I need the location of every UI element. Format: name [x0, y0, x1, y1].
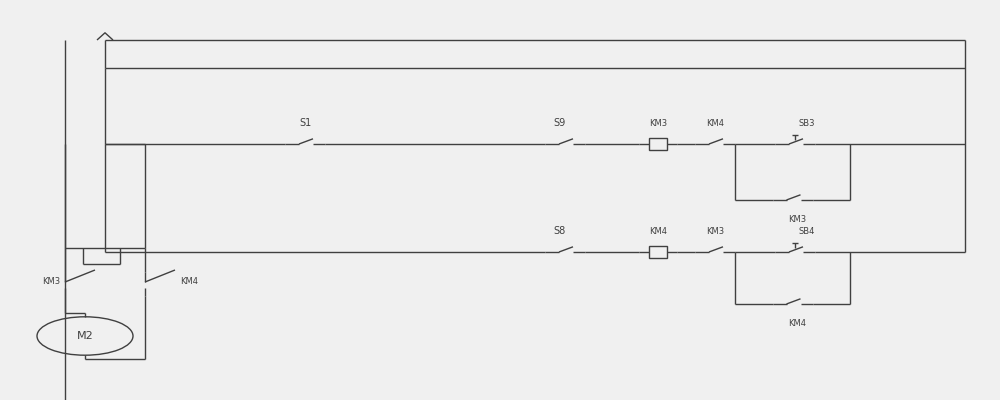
Text: KM4: KM4 [649, 227, 667, 236]
Text: SB4: SB4 [799, 227, 815, 236]
Text: KM3: KM3 [42, 277, 60, 286]
Bar [649, 138, 667, 150]
Text: KM4: KM4 [706, 119, 724, 128]
Text: S9: S9 [554, 118, 566, 128]
Text: KM3: KM3 [706, 227, 724, 236]
Text: S8: S8 [554, 226, 566, 236]
Text: KM3: KM3 [788, 215, 807, 224]
Text: S1: S1 [299, 118, 311, 128]
Text: KM4: KM4 [180, 277, 198, 286]
Text: M2: M2 [77, 331, 93, 341]
Bar [649, 246, 667, 258]
Text: SB3: SB3 [799, 119, 815, 128]
Text: KM4: KM4 [788, 319, 806, 328]
Text: KM3: KM3 [649, 119, 667, 128]
